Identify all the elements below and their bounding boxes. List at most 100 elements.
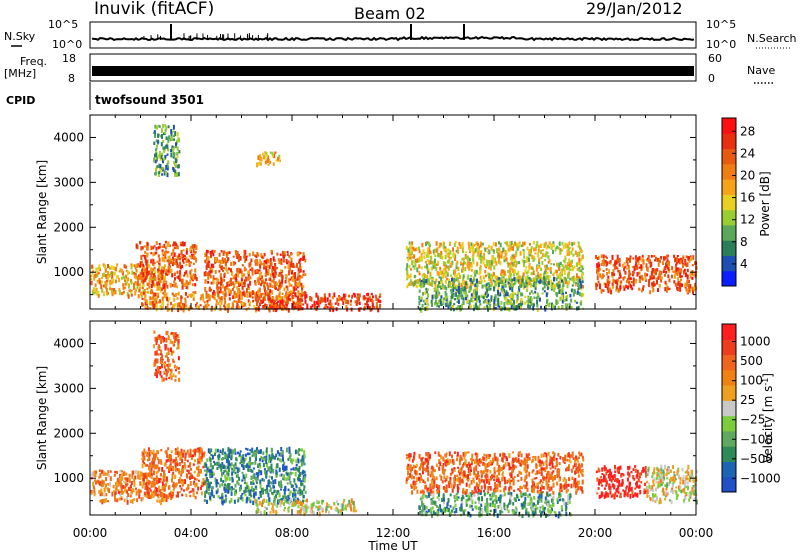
velocity-cell xyxy=(234,448,236,453)
power-cell xyxy=(526,246,529,251)
power-cell xyxy=(512,293,515,299)
velocity-cell xyxy=(291,460,294,465)
power-cell xyxy=(433,281,436,285)
power-cell xyxy=(254,282,257,286)
power-cell xyxy=(558,273,561,277)
power-cell xyxy=(462,250,464,253)
power-cell xyxy=(333,292,336,298)
power-cell xyxy=(428,242,431,247)
power-cell xyxy=(682,256,685,259)
freq-left-tick-bottom: 8 xyxy=(68,72,75,85)
power-cell xyxy=(191,283,194,287)
power-cell xyxy=(315,292,318,298)
power-cell xyxy=(675,263,678,267)
power-cell xyxy=(232,255,235,258)
power-cell xyxy=(271,279,274,283)
power-cell xyxy=(207,256,210,261)
power-cell xyxy=(576,275,579,280)
power-cell xyxy=(276,252,279,256)
velocity-cell xyxy=(269,487,272,492)
power-cell xyxy=(502,282,505,286)
power-cell xyxy=(546,251,549,255)
power-cell xyxy=(229,279,232,283)
power-cell xyxy=(408,251,411,257)
power-cell xyxy=(641,264,644,270)
velocity-cell xyxy=(189,462,192,465)
power-cell xyxy=(263,252,266,257)
power-cell xyxy=(265,160,268,164)
power-cell xyxy=(173,241,175,247)
power-cell xyxy=(461,288,463,291)
velocity-cell xyxy=(299,471,302,477)
power-cell xyxy=(539,273,542,277)
power-cell xyxy=(422,278,425,284)
velocity-cell xyxy=(259,479,262,485)
velocity-cell xyxy=(163,487,166,492)
velocity-cell xyxy=(175,456,178,460)
power-cell xyxy=(192,296,195,301)
power-cell xyxy=(680,282,683,288)
power-cell xyxy=(159,305,162,310)
power-cell xyxy=(114,290,117,295)
velocity-cell xyxy=(114,470,117,474)
power-cell xyxy=(370,292,373,296)
power-cell xyxy=(269,277,272,282)
power-cell xyxy=(167,250,170,254)
velocity-cell xyxy=(103,488,106,492)
power-cell xyxy=(532,302,535,305)
power-cell xyxy=(272,274,275,278)
power-cell xyxy=(283,299,286,303)
power-cell xyxy=(224,299,227,305)
velocity-cell xyxy=(260,456,263,460)
power-cell xyxy=(216,301,219,304)
velocity-cell xyxy=(172,460,175,464)
power-cell xyxy=(657,262,660,267)
power-cell xyxy=(462,297,465,301)
power-cell xyxy=(280,258,283,262)
velocity-cell xyxy=(230,462,233,467)
power-cell xyxy=(351,294,354,298)
velocity-cell xyxy=(150,484,153,488)
power-cell xyxy=(262,152,264,156)
power-cell xyxy=(247,291,250,294)
power-cell xyxy=(582,285,585,289)
velocity-cell xyxy=(166,455,169,459)
power-cell xyxy=(638,278,641,284)
power-cell xyxy=(185,250,188,255)
power-cell xyxy=(293,286,296,292)
power-cell xyxy=(167,160,170,165)
power-colorbar-segment xyxy=(722,224,736,241)
power-cell xyxy=(161,256,164,262)
power-cell xyxy=(516,299,518,304)
power-cell xyxy=(246,293,249,298)
velocity-cell xyxy=(131,474,134,479)
power-cell xyxy=(241,273,244,279)
velocity-cell xyxy=(284,486,287,492)
power-cell xyxy=(612,270,615,275)
power-cell xyxy=(502,247,505,253)
velocity-cell xyxy=(285,447,288,453)
power-cell xyxy=(618,257,621,263)
power-cell xyxy=(173,280,176,284)
power-cell xyxy=(505,257,508,262)
power-cell xyxy=(626,257,629,262)
power-cell xyxy=(537,245,540,248)
power-cell xyxy=(175,258,178,263)
velocity-cell xyxy=(244,453,247,457)
power-cell xyxy=(542,249,545,252)
velocity-cell xyxy=(109,476,112,481)
noise-right-label: N.Search xyxy=(747,32,797,45)
power-cell xyxy=(632,277,635,283)
velocity-cell xyxy=(210,481,212,485)
power-cell xyxy=(236,304,239,310)
velocity-cell xyxy=(240,456,243,459)
power-cell xyxy=(601,275,604,280)
velocity-cell xyxy=(216,466,219,470)
power-cell xyxy=(171,273,174,278)
power-cell xyxy=(435,241,438,246)
velocity-cell xyxy=(211,454,214,460)
power-cell xyxy=(139,275,142,280)
power-cell xyxy=(281,279,284,284)
power-cell xyxy=(660,271,663,275)
power-cell xyxy=(215,277,218,281)
